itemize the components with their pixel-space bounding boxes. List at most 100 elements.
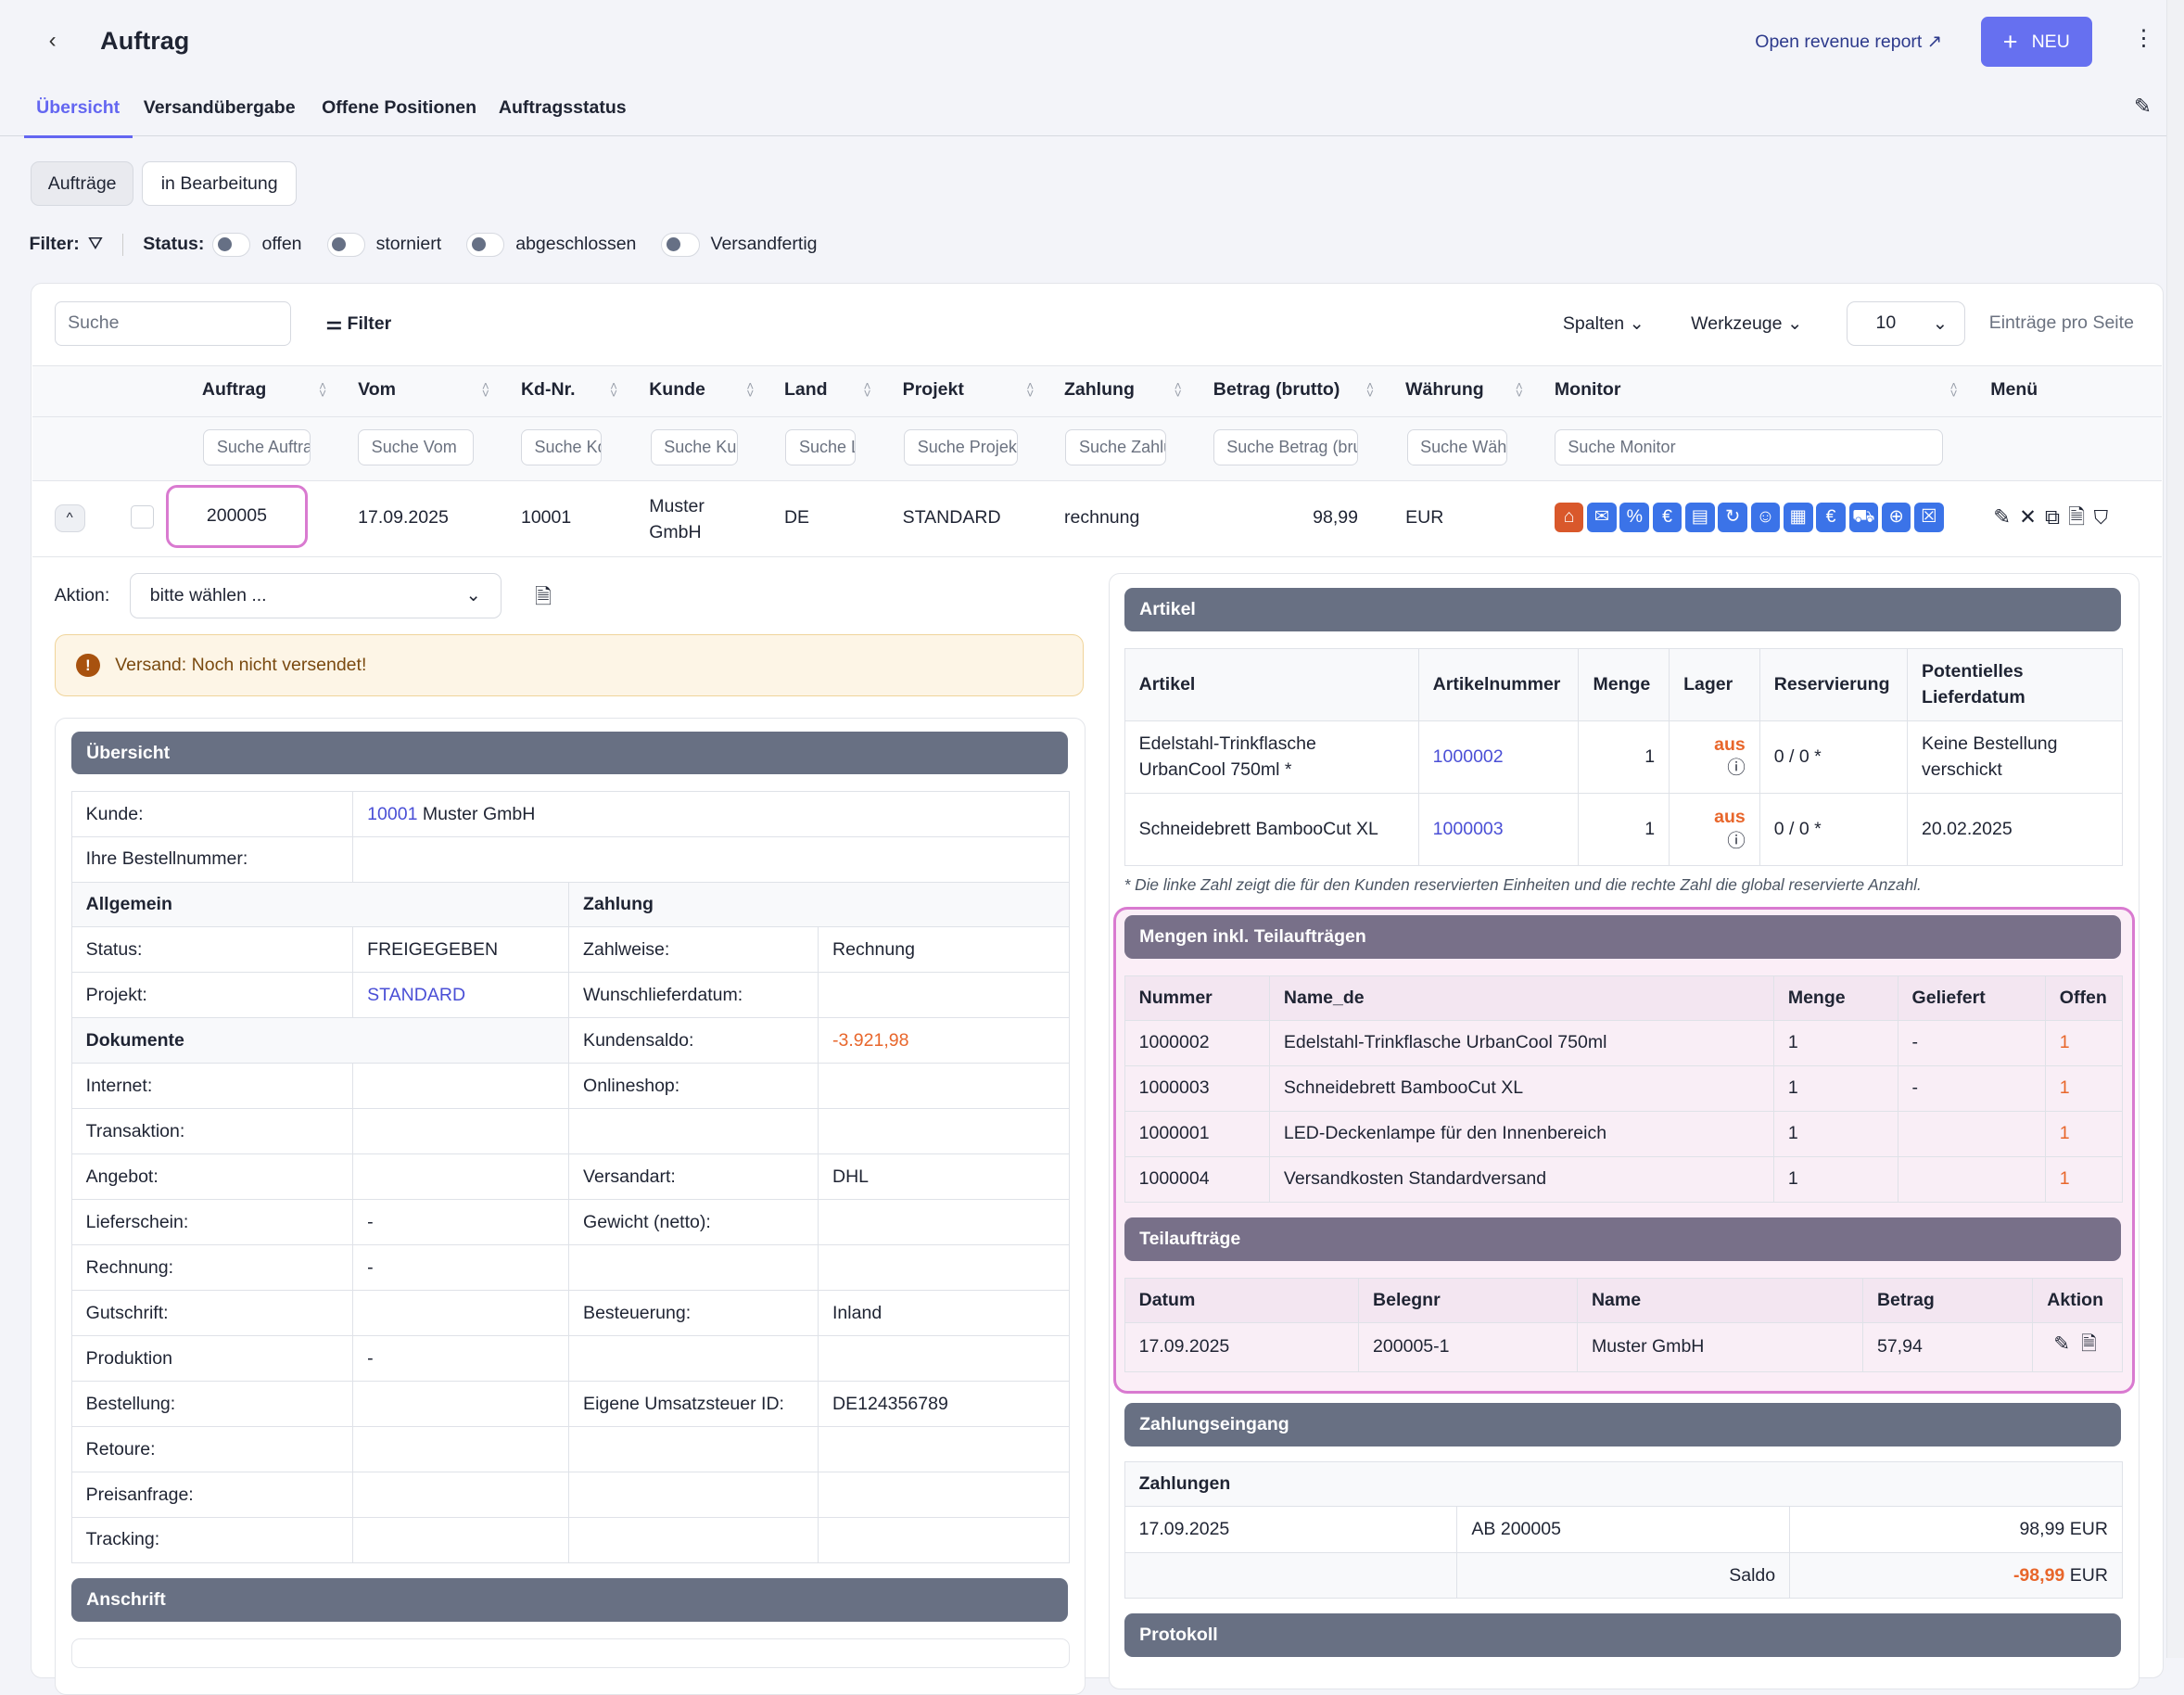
column-header[interactable]: Monitor: [1554, 378, 1621, 400]
edit-icon[interactable]: ✎: [2053, 1333, 2082, 1356]
archive-sync-icon[interactable]: ↻: [1718, 503, 1747, 532]
lager-status: aus: [1714, 733, 1746, 755]
sort-icon[interactable]: ˄ ˅: [1949, 379, 1958, 401]
edit-pencil-icon[interactable]: ✎: [2133, 95, 2152, 119]
truck-icon[interactable]: ⛟: [1848, 503, 1879, 532]
info-icon[interactable]: ⓘ: [1727, 758, 1746, 779]
column-search-input[interactable]: Suche Betrag (brutto): [1213, 428, 1359, 465]
artikel-nummer-link[interactable]: 1000003: [1417, 792, 1580, 867]
kebab-menu-icon[interactable]: ⋮: [2132, 26, 2155, 52]
sort-icon[interactable]: ˄ ˅: [1366, 379, 1374, 401]
column-header[interactable]: Menü: [1990, 378, 2038, 400]
globe-check-icon[interactable]: ⊕: [1881, 503, 1911, 532]
toggle-label: storniert: [375, 234, 442, 255]
open-revenue-report-link[interactable]: Open revenue report ↗: [1755, 31, 1942, 53]
table-row: 1000001 LED-Deckenlampe für den Innenbere…: [1124, 1110, 2123, 1157]
tools-dropdown[interactable]: Werkzeuge ⌄: [1691, 312, 1802, 335]
toggle-storniert[interactable]: [326, 232, 365, 257]
toggle-versandfertig[interactable]: [661, 232, 700, 257]
sort-icon[interactable]: ˄ ˅: [863, 379, 871, 401]
column-search-input[interactable]: Suche Land: [785, 428, 856, 465]
discount-icon[interactable]: %: [1619, 503, 1650, 532]
cash-icon[interactable]: ▤: [1685, 503, 1715, 532]
filter-button[interactable]: ⚌ Filter: [326, 312, 392, 335]
tab-uebersicht[interactable]: Übersicht: [23, 97, 133, 138]
mengen-cell: 1: [1772, 1110, 1898, 1157]
toggle-abgeschlossen[interactable]: [466, 232, 505, 257]
pdf-icon[interactable]: 🗎: [534, 585, 552, 609]
aktion-select[interactable]: bitte wählen ... ⌄: [129, 572, 502, 619]
column-header: Potentielles Lieferdatum: [1907, 647, 2123, 721]
info-icon[interactable]: ⓘ: [1727, 830, 1746, 851]
field-value: DE124356789: [817, 1381, 1070, 1428]
back-button[interactable]: ‹: [48, 28, 57, 54]
column-search-input[interactable]: Suche Kunde: [650, 428, 739, 465]
sort-icon[interactable]: ˄ ˅: [319, 379, 326, 401]
teil-actions: ✎🗎: [2032, 1321, 2123, 1372]
pdf-icon[interactable]: 🗎: [2081, 1333, 2108, 1356]
mengen-cell: 1: [1772, 1019, 1898, 1066]
payment-amount: 98,99: [2019, 1519, 2065, 1540]
toggle-offen[interactable]: [212, 232, 251, 257]
column-search-input[interactable]: Suche Auftrag: [203, 428, 311, 465]
field-value[interactable]: STANDARD: [352, 972, 570, 1019]
column-search-input[interactable]: Suche Projekt: [904, 428, 1019, 465]
column-search-input[interactable]: Suche Monitor: [1554, 428, 1944, 465]
view-in-bearbeitung[interactable]: in Bearbeitung: [142, 161, 298, 207]
collapse-row-button[interactable]: ^: [54, 503, 85, 532]
row-checkbox[interactable]: [131, 505, 154, 529]
euro-icon[interactable]: €: [1652, 503, 1682, 532]
column-header[interactable]: Zahlung: [1063, 378, 1135, 400]
column-search-input[interactable]: Suche Kd-Nr.: [520, 428, 603, 465]
customer-icon[interactable]: ☺: [1750, 503, 1781, 532]
calendar-icon[interactable]: ▦: [1783, 503, 1813, 532]
column-search-input[interactable]: Suche Vom: [358, 428, 474, 465]
copy-icon[interactable]: ⧉: [2045, 505, 2069, 529]
bookmark-add-icon[interactable]: ⛉: [2093, 505, 2117, 529]
scrollbar[interactable]: [2165, 0, 2184, 1659]
column-search-input[interactable]: Suche Zahlung: [1065, 428, 1166, 465]
artikel-nummer-link[interactable]: 1000002: [1417, 720, 1580, 794]
search-input[interactable]: Suche: [54, 300, 292, 346]
funnel-icon[interactable]: ⛛: [87, 234, 104, 255]
per-page-select[interactable]: 10 ⌄: [1847, 300, 1966, 346]
new-button[interactable]: + NEU: [1980, 17, 2092, 68]
artikel-menge: 1: [1578, 792, 1670, 867]
auftrag-highlight[interactable]: 200005: [165, 484, 309, 548]
column-header[interactable]: Betrag (brutto): [1213, 378, 1340, 400]
column-header[interactable]: Währung: [1405, 378, 1484, 400]
sort-icon[interactable]: ˄ ˅: [1515, 379, 1523, 401]
cancel-x-icon[interactable]: ✕: [2019, 505, 2045, 529]
view-auftraege[interactable]: Aufträge: [31, 161, 134, 207]
column-header[interactable]: Land: [783, 378, 828, 400]
mail-icon[interactable]: ✉: [1587, 503, 1617, 532]
column-header[interactable]: Auftrag: [201, 378, 267, 400]
tab-versanduebergabe[interactable]: Versandübergabe: [143, 97, 296, 119]
package-x-icon[interactable]: ☒: [1914, 503, 1944, 532]
sort-icon[interactable]: ˄ ˅: [1174, 379, 1182, 401]
sort-icon[interactable]: ˄ ˅: [746, 379, 755, 401]
coins-euro-icon[interactable]: €: [1816, 503, 1846, 532]
tab-offene-positionen[interactable]: Offene Positionen: [322, 97, 477, 119]
shipping-blocked-icon[interactable]: ⌂: [1554, 503, 1584, 532]
lieferdatum: Keine Bestellung verschickt: [1907, 720, 2123, 794]
column-search-input[interactable]: Suche Währung: [1406, 428, 1507, 465]
column-header[interactable]: Kunde: [649, 378, 705, 400]
kunde-link[interactable]: 10001: [367, 803, 418, 824]
sort-icon[interactable]: ˄ ˅: [481, 379, 489, 401]
edit-icon[interactable]: ✎: [1993, 505, 2020, 529]
columns-dropdown[interactable]: Spalten ⌄: [1563, 312, 1644, 335]
pdf-icon[interactable]: 🗎: [2068, 505, 2094, 529]
field-label: Eigene Umsatzsteuer ID:: [568, 1381, 819, 1428]
mengen-cell: 1: [2044, 1155, 2123, 1203]
column-header[interactable]: Vom: [358, 378, 396, 400]
table-row: Status: FREIGEGEBEN Zahlweise: Rechnung: [70, 926, 1070, 974]
column-header[interactable]: Kd-Nr.: [520, 378, 576, 400]
revenue-link-label: Open revenue report: [1755, 32, 1923, 53]
column-header: Artikelnummer: [1417, 647, 1580, 721]
mengen-cell: LED-Deckenlampe für den Innenbereich: [1268, 1110, 1774, 1157]
tab-auftragsstatus[interactable]: Auftragsstatus: [498, 97, 627, 119]
sort-icon[interactable]: ˄ ˅: [1026, 379, 1035, 401]
column-header[interactable]: Projekt: [902, 378, 964, 400]
sort-icon[interactable]: ˄ ˅: [610, 379, 618, 401]
